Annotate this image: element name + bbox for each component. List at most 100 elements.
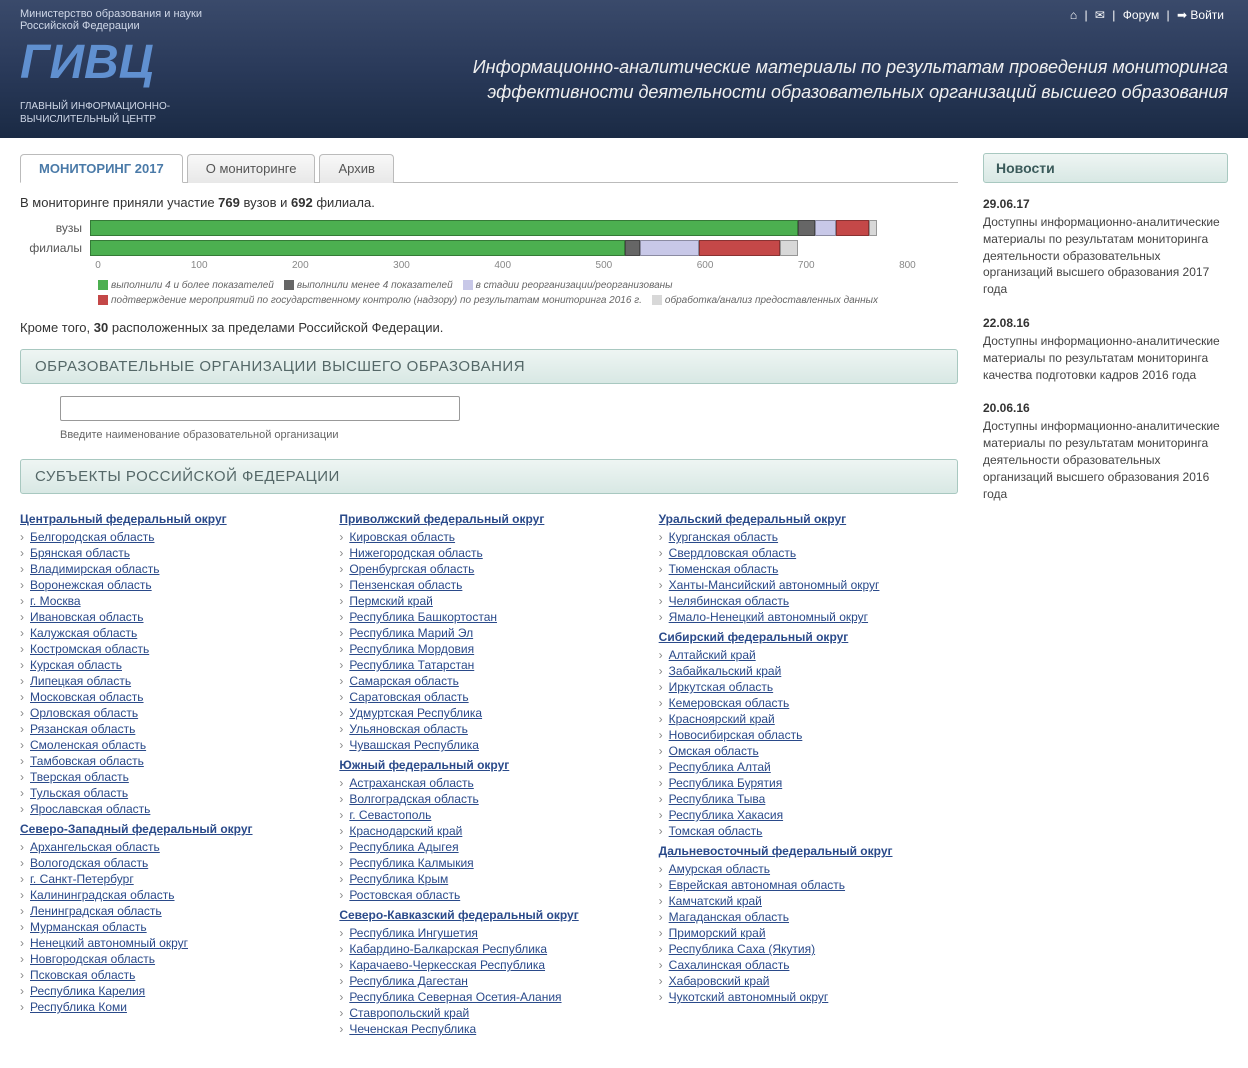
region-link[interactable]: Пензенская область — [349, 578, 638, 592]
region-link[interactable]: Кировская область — [349, 530, 638, 544]
region-link[interactable]: Оренбургская область — [349, 562, 638, 576]
region-link[interactable]: Краснодарский край — [349, 824, 638, 838]
login-link[interactable]: ➡ Войти — [1177, 8, 1224, 22]
region-link[interactable]: Ростовская область — [349, 888, 638, 902]
forum-link[interactable]: Форум — [1123, 8, 1159, 22]
region-link[interactable]: Брянская область — [30, 546, 319, 560]
news-item[interactable]: 22.08.16Доступны информационно-аналитиче… — [983, 316, 1228, 383]
region-link[interactable]: Алтайский край — [669, 648, 958, 662]
home-icon[interactable]: ⌂ — [1070, 8, 1077, 22]
region-link[interactable]: Калужская область — [30, 626, 319, 640]
region-link[interactable]: Республика Дагестан — [349, 974, 638, 988]
region-link[interactable]: Ярославская область — [30, 802, 319, 816]
region-link[interactable]: Белгородская область — [30, 530, 319, 544]
district-title[interactable]: Уральский федеральный округ — [659, 512, 958, 526]
region-link[interactable]: Челябинская область — [669, 594, 958, 608]
region-link[interactable]: Кемеровская область — [669, 696, 958, 710]
region-link[interactable]: Республика Ингушетия — [349, 926, 638, 940]
region-link[interactable]: Магаданская область — [669, 910, 958, 924]
region-link[interactable]: Забайкальский край — [669, 664, 958, 678]
region-link[interactable]: Вологодская область — [30, 856, 319, 870]
region-link[interactable]: Ямало-Ненецкий автономный округ — [669, 610, 958, 624]
tab-monitoring-2017[interactable]: МОНИТОРИНГ 2017 — [20, 154, 183, 183]
tab-archive[interactable]: Архив — [319, 154, 393, 183]
mail-icon[interactable]: ✉ — [1095, 8, 1105, 22]
region-link[interactable]: Костромская область — [30, 642, 319, 656]
region-link[interactable]: Республика Саха (Якутия) — [669, 942, 958, 956]
region-link[interactable]: Чукотский автономный округ — [669, 990, 958, 1004]
region-link[interactable]: Республика Башкортостан — [349, 610, 638, 624]
region-link[interactable]: Томская область — [669, 824, 958, 838]
region-link[interactable]: Самарская область — [349, 674, 638, 688]
region-link[interactable]: Республика Крым — [349, 872, 638, 886]
region-link[interactable]: Курская область — [30, 658, 319, 672]
region-link[interactable]: г. Севастополь — [349, 808, 638, 822]
region-link[interactable]: Новосибирская область — [669, 728, 958, 742]
region-link[interactable]: Республика Бурятия — [669, 776, 958, 790]
region-link[interactable]: Астраханская область — [349, 776, 638, 790]
region-link[interactable]: Иркутская область — [669, 680, 958, 694]
region-link[interactable]: Еврейская автономная область — [669, 878, 958, 892]
region-link[interactable]: Республика Хакасия — [669, 808, 958, 822]
district-title[interactable]: Северо-Кавказский федеральный округ — [339, 908, 638, 922]
region-link[interactable]: Мурманская область — [30, 920, 319, 934]
region-link[interactable]: Амурская область — [669, 862, 958, 876]
region-link[interactable]: Волгоградская область — [349, 792, 638, 806]
region-link[interactable]: Свердловская область — [669, 546, 958, 560]
news-item[interactable]: 20.06.16Доступны информационно-аналитиче… — [983, 401, 1228, 502]
region-link[interactable]: Воронежская область — [30, 578, 319, 592]
region-link[interactable]: Республика Калмыкия — [349, 856, 638, 870]
region-link[interactable]: Ульяновская область — [349, 722, 638, 736]
region-link[interactable]: Омская область — [669, 744, 958, 758]
region-link[interactable]: г. Санкт-Петербург — [30, 872, 319, 886]
district-title[interactable]: Южный федеральный округ — [339, 758, 638, 772]
region-link[interactable]: Хабаровский край — [669, 974, 958, 988]
region-link[interactable]: Липецкая область — [30, 674, 319, 688]
region-link[interactable]: Республика Марий Эл — [349, 626, 638, 640]
region-link[interactable]: г. Москва — [30, 594, 319, 608]
region-link[interactable]: Чеченская Республика — [349, 1022, 638, 1036]
region-link[interactable]: Республика Тыва — [669, 792, 958, 806]
district-title[interactable]: Центральный федеральный округ — [20, 512, 319, 526]
region-link[interactable]: Республика Северная Осетия-Алания — [349, 990, 638, 1004]
district-title[interactable]: Северо-Западный федеральный округ — [20, 822, 319, 836]
region-link[interactable]: Чувашская Республика — [349, 738, 638, 752]
region-link[interactable]: Нижегородская область — [349, 546, 638, 560]
region-link[interactable]: Тверская область — [30, 770, 319, 784]
region-link[interactable]: Ханты-Мансийский автономный округ — [669, 578, 958, 592]
region-link[interactable]: Кабардино-Балкарская Республика — [349, 942, 638, 956]
region-link[interactable]: Ненецкий автономный округ — [30, 936, 319, 950]
tab-about[interactable]: О мониторинге — [187, 154, 316, 183]
region-link[interactable]: Калининградская область — [30, 888, 319, 902]
region-link[interactable]: Республика Алтай — [669, 760, 958, 774]
region-link[interactable]: Республика Коми — [30, 1000, 319, 1014]
region-link[interactable]: Курганская область — [669, 530, 958, 544]
region-link[interactable]: Республика Татарстан — [349, 658, 638, 672]
region-link[interactable]: Ставропольский край — [349, 1006, 638, 1020]
region-link[interactable]: Удмуртская Республика — [349, 706, 638, 720]
region-link[interactable]: Красноярский край — [669, 712, 958, 726]
region-link[interactable]: Республика Карелия — [30, 984, 319, 998]
region-link[interactable]: Республика Адыгея — [349, 840, 638, 854]
region-link[interactable]: Тюменская область — [669, 562, 958, 576]
region-link[interactable]: Сахалинская область — [669, 958, 958, 972]
region-link[interactable]: Новгородская область — [30, 952, 319, 966]
region-link[interactable]: Ленинградская область — [30, 904, 319, 918]
region-link[interactable]: Камчатский край — [669, 894, 958, 908]
district-title[interactable]: Сибирский федеральный округ — [659, 630, 958, 644]
region-link[interactable]: Орловская область — [30, 706, 319, 720]
region-link[interactable]: Московская область — [30, 690, 319, 704]
region-link[interactable]: Архангельская область — [30, 840, 319, 854]
region-link[interactable]: Карачаево-Черкесская Республика — [349, 958, 638, 972]
district-title[interactable]: Приволжский федеральный округ — [339, 512, 638, 526]
region-link[interactable]: Ивановская область — [30, 610, 319, 624]
region-link[interactable]: Саратовская область — [349, 690, 638, 704]
region-link[interactable]: Приморский край — [669, 926, 958, 940]
news-item[interactable]: 29.06.17Доступны информационно-аналитиче… — [983, 197, 1228, 298]
region-link[interactable]: Республика Мордовия — [349, 642, 638, 656]
region-link[interactable]: Тульская область — [30, 786, 319, 800]
search-input[interactable] — [60, 396, 460, 421]
region-link[interactable]: Пермский край — [349, 594, 638, 608]
region-link[interactable]: Псковская область — [30, 968, 319, 982]
region-link[interactable]: Смоленская область — [30, 738, 319, 752]
